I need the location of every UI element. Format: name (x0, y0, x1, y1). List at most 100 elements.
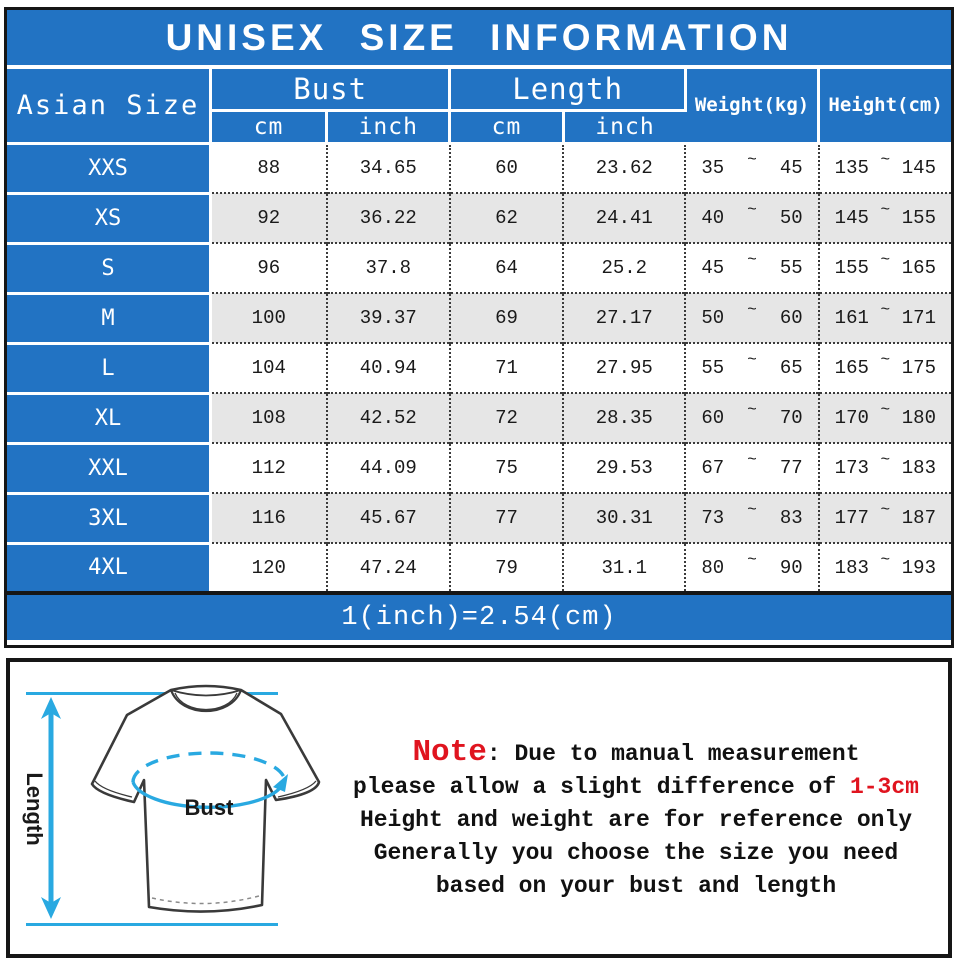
length-inch-cell: 25.2 (562, 242, 686, 293)
height-max: 175 (901, 357, 936, 379)
bust-cm-cell: 92 (210, 192, 327, 243)
bust-arrowhead-icon (273, 774, 288, 792)
height-max: 187 (901, 507, 936, 529)
size-cell: 4XL (7, 543, 212, 595)
weight-min: 40 (701, 207, 725, 229)
height-range-cell: 173 ~183 (817, 442, 951, 493)
range-tilde: ~ (747, 351, 757, 369)
bust-ellipse-dashed (131, 751, 287, 783)
size-cell: XXS (7, 143, 212, 195)
bust-inch-cell: 47.24 (325, 542, 450, 593)
bust-inch-cell: 34.65 (325, 142, 450, 193)
bust-cm-cell: 112 (210, 442, 327, 493)
height-range-cell: 135 ~145 (817, 142, 951, 193)
size-cell: L (7, 343, 212, 395)
range-tilde: ~ (747, 501, 757, 519)
height-max: 171 (901, 307, 936, 329)
bust-cm-cell: 96 (210, 242, 327, 293)
range-tilde: ~ (880, 351, 891, 369)
range-tilde: ~ (747, 550, 757, 569)
weight-range-cell: 50 ~60 (684, 292, 819, 343)
range-tilde: ~ (880, 201, 891, 219)
table-row: XL 108 42.52 72 28.35 60 ~70 170 ~180 (7, 392, 951, 445)
length-cm-cell: 72 (448, 392, 564, 443)
length-cm-cell: 71 (448, 342, 564, 393)
weight-max: 83 (779, 507, 803, 529)
weight-range-cell: 35 ~45 (684, 142, 819, 193)
height-range-cell: 183 ~193 (817, 542, 951, 593)
length-inch-cell: 24.41 (562, 192, 686, 243)
hem-stitch-line (151, 895, 260, 905)
page-title: UNISEX SIZE INFORMATION (7, 10, 951, 69)
range-tilde: ~ (747, 301, 757, 319)
table-row: XXS 88 34.65 60 23.62 35 ~45 135 ~145 (7, 142, 951, 195)
height-range-cell: 177 ~187 (817, 492, 951, 543)
range-tilde: ~ (747, 401, 757, 419)
weight-min: 45 (701, 257, 725, 279)
height-min: 170 (834, 407, 869, 429)
range-tilde: ~ (880, 251, 891, 269)
range-tilde: ~ (747, 251, 757, 269)
length-cm-cell: 60 (448, 142, 564, 193)
range-tilde: ~ (880, 301, 891, 319)
bust-inch-cell: 45.67 (325, 492, 450, 543)
note-line-3: Height and weight are for reference only (359, 807, 913, 833)
size-cell: 3XL (7, 493, 212, 545)
tshirt-outline (90, 684, 321, 913)
height-range-cell: 145 ~155 (817, 192, 951, 243)
weight-range-cell: 60 ~70 (684, 392, 819, 443)
weight-range-cell: 40 ~50 (684, 192, 819, 243)
length-cm-cell: 64 (448, 242, 564, 293)
weight-max: 55 (779, 257, 803, 279)
weight-min: 60 (701, 407, 725, 429)
table-row: M 100 39.37 69 27.17 50 ~60 161 ~171 (7, 292, 951, 345)
header-asian-size: Asian Size (7, 69, 212, 145)
height-min: 177 (834, 507, 869, 529)
range-tilde: ~ (747, 151, 757, 170)
height-max: 180 (901, 407, 936, 429)
size-cell: XXL (7, 443, 212, 495)
height-max: 183 (901, 457, 936, 479)
weight-range-cell: 67 ~77 (684, 442, 819, 493)
table-footer-row: 1(inch)=2.54(cm) (7, 591, 951, 640)
length-inch-cell: 31.1 (562, 542, 686, 593)
header-length: Length (449, 69, 687, 112)
subheader-length-cm: cm (449, 110, 565, 145)
length-inch-cell: 27.17 (562, 292, 686, 343)
size-table-box: UNISEX SIZE INFORMATION Asian Size Bust … (4, 7, 954, 648)
weight-max: 60 (779, 307, 803, 329)
weight-min: 80 (701, 556, 725, 579)
subheader-bust-cm: cm (210, 110, 329, 145)
height-min: 155 (834, 257, 869, 279)
weight-max: 90 (779, 556, 803, 579)
subheader-length-inch: inch (563, 110, 686, 145)
weight-range-cell: 45 ~55 (684, 242, 819, 293)
table-row: 4XL 120 47.24 79 31.1 80 ~90 183 ~193 (7, 542, 951, 595)
length-label: Length (22, 772, 47, 846)
length-arrow-icon (41, 697, 61, 919)
table-row: S 96 37.8 64 25.2 45 ~55 155 ~165 (7, 242, 951, 295)
range-tilde: ~ (880, 151, 891, 170)
height-max: 165 (901, 257, 936, 279)
bust-cm-cell: 116 (210, 492, 327, 543)
height-range-cell: 161 ~171 (817, 292, 951, 343)
note-heading: Note (412, 735, 487, 770)
bust-cm-cell: 108 (210, 392, 327, 443)
weight-max: 70 (779, 407, 803, 429)
length-top-line (26, 692, 278, 695)
height-range-cell: 165 ~175 (817, 342, 951, 393)
height-min: 135 (834, 157, 869, 180)
length-inch-cell: 29.53 (562, 442, 686, 493)
note-line-2: please allow a slight difference of 1-3c… (328, 771, 944, 804)
table-row: XS 92 36.22 62 24.41 40 ~50 145 ~155 (7, 192, 951, 245)
range-tilde: ~ (880, 501, 891, 519)
bust-inch-cell: 37.8 (325, 242, 450, 293)
range-tilde: ~ (880, 451, 891, 469)
header-bust: Bust (210, 69, 452, 112)
bust-cm-cell: 120 (210, 542, 327, 593)
height-max: 193 (901, 556, 936, 579)
weight-min: 73 (701, 507, 725, 529)
bust-arc-solid (131, 781, 282, 809)
bust-cm-cell: 88 (210, 142, 327, 193)
